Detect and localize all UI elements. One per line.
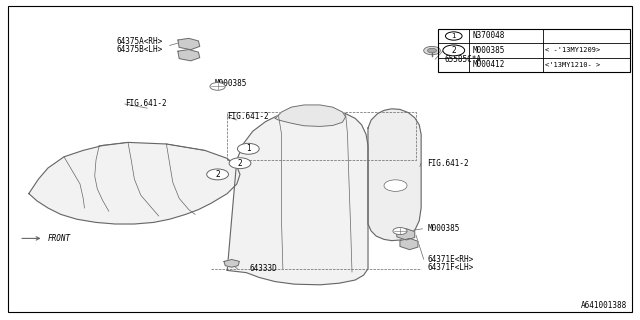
Text: 64371E<RH>: 64371E<RH> [428, 255, 474, 264]
Circle shape [424, 46, 440, 55]
Text: 64333D: 64333D [250, 264, 277, 273]
Text: FRONT: FRONT [48, 234, 71, 243]
Polygon shape [227, 109, 368, 285]
Text: 64375B<LH>: 64375B<LH> [117, 45, 163, 54]
Polygon shape [224, 260, 239, 267]
Text: FIG.641-2: FIG.641-2 [428, 159, 469, 168]
Circle shape [428, 48, 436, 53]
Circle shape [210, 83, 225, 90]
Circle shape [443, 45, 465, 56]
Text: 64371F<LH>: 64371F<LH> [428, 263, 474, 272]
Circle shape [384, 180, 407, 191]
Polygon shape [178, 50, 200, 61]
Circle shape [445, 46, 462, 54]
Text: <'13MY1210- >: <'13MY1210- > [545, 62, 600, 68]
Text: FIG.641-2: FIG.641-2 [227, 112, 269, 121]
Text: M000412: M000412 [473, 60, 506, 69]
Text: 2: 2 [451, 46, 456, 55]
Circle shape [229, 158, 251, 169]
Text: M000385: M000385 [428, 224, 460, 233]
Text: N370048: N370048 [473, 31, 506, 41]
Polygon shape [178, 38, 200, 50]
Text: 2: 2 [452, 47, 456, 53]
Text: 2: 2 [215, 170, 220, 179]
Circle shape [445, 32, 462, 40]
Text: 1: 1 [451, 33, 456, 39]
Text: M000385: M000385 [473, 46, 506, 55]
Polygon shape [400, 238, 418, 250]
Text: 65585C*A: 65585C*A [445, 55, 482, 64]
Text: M000385: M000385 [214, 79, 246, 88]
Circle shape [237, 143, 259, 154]
Text: 64375A<RH>: 64375A<RH> [117, 37, 163, 46]
Polygon shape [29, 142, 240, 224]
Bar [438, 29, 630, 72]
Text: < -'13MY1209>: < -'13MY1209> [545, 47, 600, 53]
Text: FIG.641-2: FIG.641-2 [125, 100, 166, 108]
Circle shape [207, 169, 228, 180]
Text: 2: 2 [237, 159, 243, 168]
Text: A641001388: A641001388 [581, 301, 627, 310]
Text: 1: 1 [246, 144, 251, 153]
Polygon shape [368, 109, 421, 241]
Polygon shape [275, 105, 346, 126]
Polygon shape [397, 229, 415, 240]
Circle shape [393, 228, 407, 235]
